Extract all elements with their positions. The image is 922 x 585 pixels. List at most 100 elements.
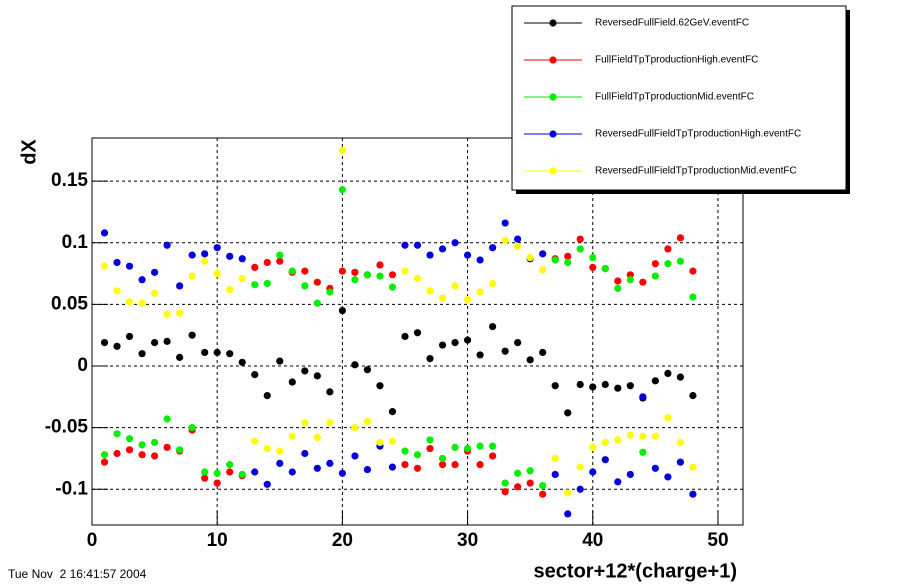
legend-marker xyxy=(549,93,557,101)
point xyxy=(201,250,209,258)
point xyxy=(276,357,284,365)
point xyxy=(263,444,271,453)
point xyxy=(213,479,221,487)
point xyxy=(576,463,584,471)
point xyxy=(413,464,422,472)
point xyxy=(539,250,547,258)
point xyxy=(363,366,372,374)
point xyxy=(338,146,346,154)
point xyxy=(413,451,422,459)
point xyxy=(326,419,334,427)
point xyxy=(376,438,384,447)
point xyxy=(626,271,634,279)
point xyxy=(664,414,672,422)
legend-marker xyxy=(549,19,557,27)
legend-label: FullFieldTpTproductionHigh.eventFC xyxy=(595,55,758,66)
point xyxy=(438,454,447,463)
legend-marker xyxy=(549,130,557,138)
y-tick-label: -0.05 xyxy=(45,417,89,438)
x-tick-label: 40 xyxy=(582,530,603,551)
point xyxy=(651,377,659,385)
point xyxy=(601,265,609,273)
point xyxy=(351,276,359,284)
point xyxy=(501,347,509,355)
point xyxy=(514,483,522,491)
legend-label: FullFieldTpTproductionMid.eventFC xyxy=(595,92,754,103)
point xyxy=(125,332,134,341)
point xyxy=(363,465,372,474)
point xyxy=(226,468,234,476)
point xyxy=(413,241,422,249)
point xyxy=(238,358,246,366)
point xyxy=(313,433,321,442)
point xyxy=(338,469,346,477)
point xyxy=(100,451,109,459)
point xyxy=(338,267,346,275)
point xyxy=(576,485,584,493)
point xyxy=(676,234,685,242)
point xyxy=(651,272,659,280)
legend-label: ReversedFullFieldTpTproductionHigh.event… xyxy=(595,129,801,140)
point xyxy=(351,424,359,432)
point xyxy=(489,244,497,252)
point xyxy=(401,461,409,469)
footer-date: Tue Nov 2 16:41:57 2004 xyxy=(8,567,147,581)
point xyxy=(413,329,422,337)
point xyxy=(476,351,484,359)
point xyxy=(426,444,434,453)
point xyxy=(689,463,697,471)
point xyxy=(288,468,296,476)
point xyxy=(163,337,171,345)
point xyxy=(201,257,209,265)
point xyxy=(138,441,146,449)
point xyxy=(438,461,447,469)
point xyxy=(651,464,659,472)
point xyxy=(301,449,309,458)
point xyxy=(338,186,346,194)
point xyxy=(514,469,522,477)
point xyxy=(351,452,359,460)
point xyxy=(426,251,434,259)
point xyxy=(401,447,409,455)
point xyxy=(313,278,321,286)
point xyxy=(676,438,685,447)
point xyxy=(463,251,472,259)
point xyxy=(188,251,196,259)
point xyxy=(551,470,559,479)
point xyxy=(514,235,522,243)
x-tick-label: 50 xyxy=(707,530,728,551)
point xyxy=(213,269,221,278)
point xyxy=(564,252,572,260)
point xyxy=(651,432,659,440)
point xyxy=(564,510,572,518)
point xyxy=(226,461,234,469)
point xyxy=(288,432,296,440)
point xyxy=(276,251,284,259)
point xyxy=(601,456,609,464)
point xyxy=(238,255,246,263)
point xyxy=(113,287,121,295)
point xyxy=(313,372,321,380)
point xyxy=(526,356,534,364)
point xyxy=(451,282,459,290)
point xyxy=(138,276,146,284)
point xyxy=(526,479,534,487)
point xyxy=(388,271,397,279)
point xyxy=(276,459,284,467)
legend-label: ReversedFullFieldTpTproductionMid.eventF… xyxy=(595,166,797,177)
point xyxy=(601,380,609,389)
point xyxy=(501,488,509,496)
point xyxy=(326,459,334,467)
point xyxy=(363,417,372,426)
y-tick-label: -0.1 xyxy=(55,478,88,499)
point xyxy=(276,257,284,265)
point xyxy=(626,470,634,479)
point xyxy=(589,468,597,476)
point xyxy=(201,468,209,476)
point xyxy=(125,446,134,454)
point xyxy=(689,490,697,498)
point xyxy=(639,278,647,286)
point xyxy=(238,470,246,479)
y-tick-label: 0.1 xyxy=(62,232,89,253)
point xyxy=(589,263,597,272)
